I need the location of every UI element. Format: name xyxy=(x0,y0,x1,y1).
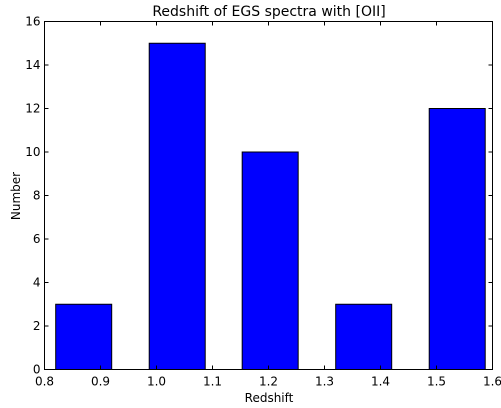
bar-4 xyxy=(335,303,393,370)
x-tick-label-9: 1.6 xyxy=(483,375,501,389)
tick-labels-group: 0.8 0.9 1.0 1.1 1.2 1.3 1.4 1.5 1.6 0 2 4 6 8 10 12 14 16 xyxy=(25,15,501,389)
bar-1 xyxy=(55,303,113,370)
y-tick-label-4: 6 xyxy=(33,232,41,246)
y-tick-label-6: 10 xyxy=(25,145,40,159)
bars-group xyxy=(55,42,486,370)
bar-3 xyxy=(241,151,299,370)
bar-5 xyxy=(428,108,486,370)
y-tick-label-7: 12 xyxy=(25,102,40,116)
chart-title: Redshift of EGS spectra with [OII] xyxy=(152,4,385,20)
x-tick-label-3: 1.0 xyxy=(147,375,166,389)
ticks-group xyxy=(44,21,493,370)
x-axis-title: Redshift xyxy=(245,391,294,405)
y-tick-label-3: 4 xyxy=(33,276,41,290)
x-tick-label-5: 1.2 xyxy=(259,375,278,389)
x-tick-label-1: 0.8 xyxy=(35,375,54,389)
x-tick-label-2: 0.9 xyxy=(91,375,110,389)
y-tick-label-2: 2 xyxy=(33,319,41,333)
x-tick-label-4: 1.1 xyxy=(203,375,222,389)
y-axis-title: Number xyxy=(9,172,23,220)
bar-2 xyxy=(148,42,206,370)
x-tick-label-6: 1.3 xyxy=(315,375,334,389)
x-tick-label-7: 1.4 xyxy=(371,375,390,389)
x-tick-label-8: 1.5 xyxy=(427,375,446,389)
y-tick-label-5: 8 xyxy=(33,189,41,203)
y-tick-label-9: 16 xyxy=(25,15,40,29)
y-tick-label-8: 14 xyxy=(25,58,40,72)
y-tick-label-1: 0 xyxy=(33,363,41,377)
